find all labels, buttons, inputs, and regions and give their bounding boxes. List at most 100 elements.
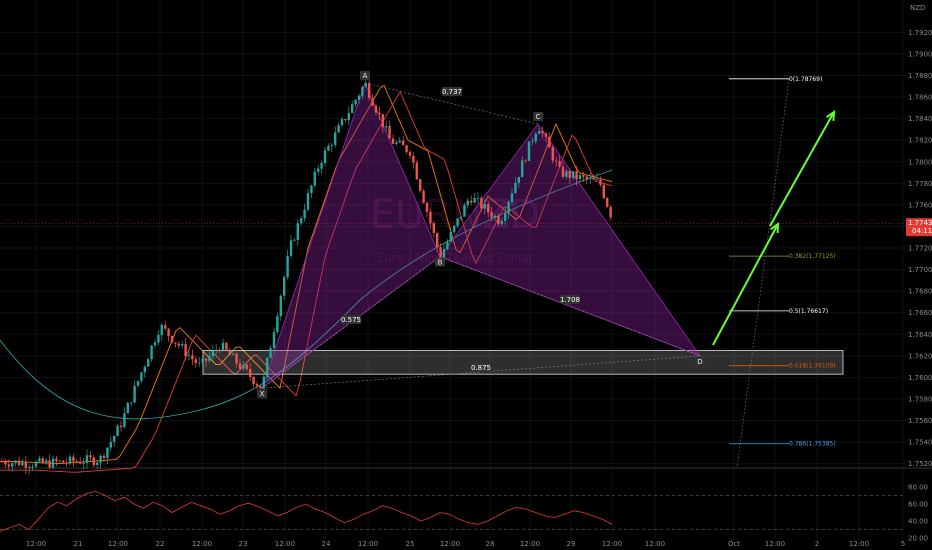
- candle-body: [313, 171, 316, 186]
- rsi-tick: 20.00: [908, 535, 928, 543]
- candle-body: [113, 435, 116, 442]
- candle-body: [514, 182, 517, 194]
- candle-body: [364, 83, 367, 87]
- candle-body: [85, 455, 89, 464]
- price-tick: 1.78200: [908, 137, 932, 145]
- candle-body: [191, 355, 194, 360]
- point-label: B: [438, 259, 443, 267]
- candle-body: [41, 458, 44, 463]
- candle-body: [429, 211, 432, 224]
- ratio-label-box: [471, 363, 491, 372]
- candle-body: [585, 176, 588, 180]
- candle-body: [524, 160, 527, 162]
- candle-body: [106, 447, 109, 459]
- arrow-second-leg-head: [826, 109, 836, 122]
- candle-body: [283, 277, 286, 296]
- time-tick: 12:00: [645, 540, 665, 548]
- point-label: X: [260, 390, 265, 398]
- price-tick: 1.76800: [908, 288, 932, 296]
- candle-body: [527, 141, 531, 161]
- ratio-label-box: [560, 295, 580, 304]
- candle-body: [300, 218, 303, 224]
- time-tick: 29: [567, 540, 576, 548]
- price-tick: 1.79200: [908, 29, 932, 37]
- candle-body: [381, 114, 384, 128]
- candle-body: [320, 163, 323, 169]
- time-tick: 12:00: [849, 540, 869, 548]
- candle-body: [354, 99, 357, 105]
- candle-body: [153, 342, 157, 346]
- fib-label: 0(1.78769): [789, 76, 822, 83]
- candle-body: [483, 204, 486, 209]
- countdown-label: 04:11: [912, 227, 932, 235]
- time-tick: 2: [815, 540, 819, 548]
- watermark-subtitle: Euro / New Zealand Dollar: [376, 251, 533, 265]
- time-tick: 12:00: [440, 540, 460, 548]
- candle-body: [595, 179, 599, 181]
- candle-body: [140, 372, 143, 381]
- price-tick: 1.77200: [908, 245, 932, 253]
- candle-body: [75, 461, 78, 463]
- candle-body: [119, 425, 123, 428]
- candle-body: [340, 119, 344, 126]
- candle-body: [184, 344, 187, 356]
- price-axis[interactable]: 1.79200 1.79000 1.78800 1.78600 1.78400 1.782…: [906, 29, 932, 468]
- candle-body: [24, 462, 27, 468]
- candle-body: [235, 353, 238, 364]
- ema-mid-line: [0, 90, 613, 473]
- price-tick: 1.75400: [908, 439, 932, 447]
- candle-body: [412, 155, 415, 163]
- candle-body: [7, 464, 10, 467]
- pattern-labels: X A B C D 0.737 0.575 1.708 0.875: [257, 71, 705, 399]
- time-tick: 23: [239, 540, 248, 548]
- price-tick: 1.77000: [908, 266, 932, 274]
- candle-body: [242, 364, 245, 369]
- rsi-tick: 40.00: [908, 518, 928, 526]
- candle-body: [55, 458, 58, 462]
- candle-body: [289, 240, 293, 256]
- candle-body: [296, 223, 299, 240]
- candle-body: [459, 216, 463, 219]
- candle-body: [130, 402, 133, 404]
- price-tick: 1.79000: [908, 50, 932, 58]
- candle-body: [218, 349, 221, 351]
- candle-body: [575, 171, 578, 180]
- candle-body: [34, 461, 38, 467]
- candle-body: [466, 200, 469, 206]
- currency-label: NZD: [910, 4, 925, 12]
- candle-body: [402, 140, 405, 146]
- candle-body: [21, 462, 24, 466]
- candle-body: [493, 215, 497, 218]
- fib-label: 0.5(1.76617): [789, 308, 828, 315]
- ratio-label: 1.708: [560, 296, 580, 304]
- candle-body: [232, 353, 235, 355]
- candle-body: [568, 171, 571, 178]
- candle-body: [259, 385, 262, 389]
- fib-label: 0.786(1.75385): [789, 441, 836, 448]
- candle-body: [323, 150, 327, 164]
- candle-body: [96, 462, 99, 465]
- price-tick: 1.76000: [908, 374, 932, 382]
- candle-body: [589, 177, 592, 180]
- candle-body: [28, 467, 31, 468]
- fib-label: 0.618(1.76109): [789, 363, 836, 370]
- candle-body: [371, 98, 374, 106]
- candle-body: [476, 197, 480, 199]
- candles: [0, 79, 612, 475]
- projection-arrows[interactable]: [712, 109, 836, 346]
- candle-body: [442, 249, 446, 259]
- time-tick: 12:00: [192, 540, 212, 548]
- candle-body: [272, 332, 276, 349]
- candle-body: [388, 126, 391, 139]
- fib-levels[interactable]: 0(1.78769) 0.382(1.77125) 0.5(1.76617) 0.61…: [729, 76, 836, 469]
- candle-body: [534, 133, 537, 142]
- time-axis[interactable]: 12:00 21 12:00 22 12:00 23 12:00 24 12:00 25 12:00…: [26, 540, 905, 548]
- candle-body: [194, 359, 197, 364]
- candle-body: [133, 385, 136, 403]
- time-tick: 28: [486, 540, 495, 548]
- candle-body: [310, 185, 313, 194]
- time-tick: Oct: [728, 540, 740, 548]
- harmonic-pattern[interactable]: [261, 81, 702, 390]
- fib-label: 0.382(1.77125): [789, 253, 836, 260]
